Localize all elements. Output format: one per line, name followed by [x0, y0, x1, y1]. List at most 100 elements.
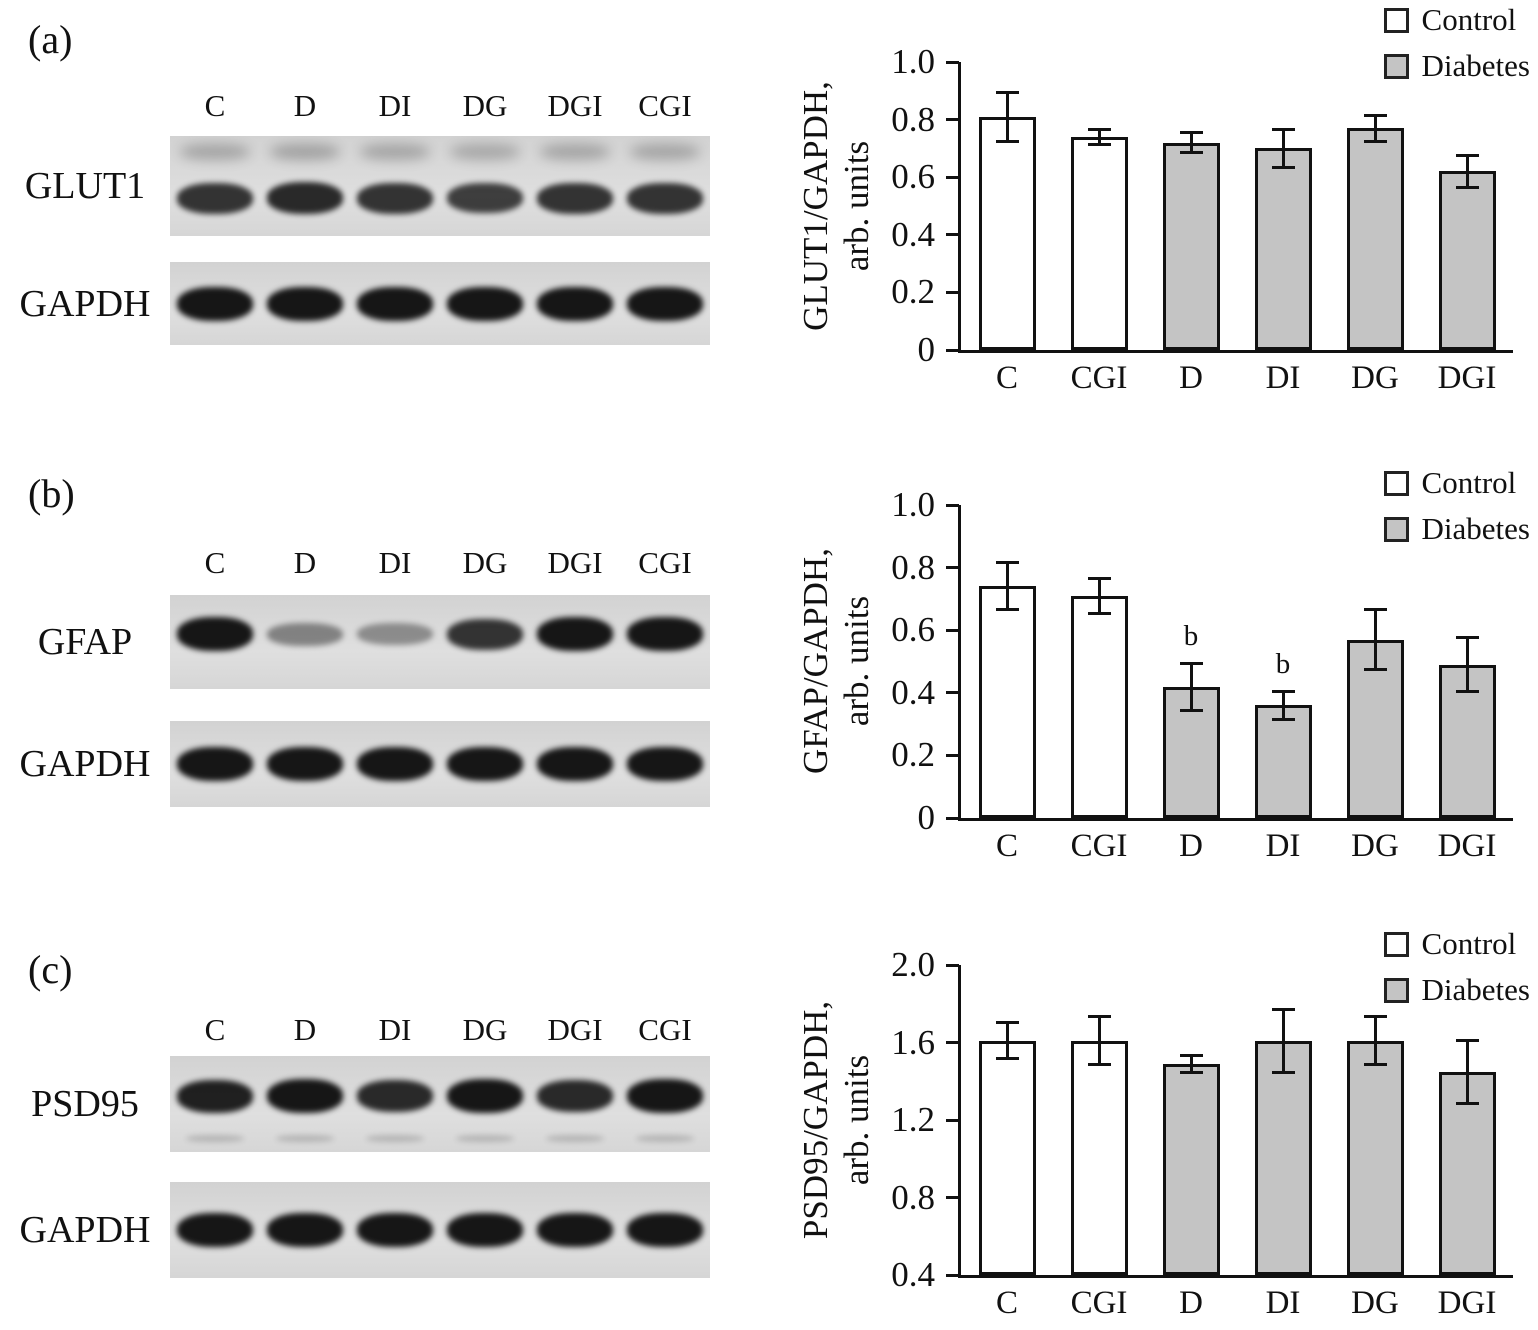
y-tick-label: 1.2 — [891, 1100, 935, 1139]
error-bar — [1087, 576, 1111, 615]
blot-band — [357, 1213, 433, 1247]
blot-row-glut1: GLUT1 — [0, 136, 710, 236]
blot-band — [537, 286, 613, 321]
western-blot-membrane-psd95 — [170, 1056, 710, 1152]
error-bar — [995, 561, 1019, 612]
blot-band — [267, 1213, 343, 1247]
legend-swatch-control-icon — [1383, 7, 1409, 33]
significance-annotation: b — [1183, 619, 1199, 652]
y-tick-label: 0.4 — [891, 1255, 935, 1294]
y-tick-label: 0.4 — [891, 672, 935, 712]
y-axis-label-line1: PSD95/GAPDH, — [796, 1000, 835, 1240]
blot-row-gapdh-b: GAPDH — [0, 721, 710, 807]
legend-swatch-control-icon — [1383, 470, 1409, 496]
bar-CGI — [1070, 1040, 1128, 1275]
y-tick-label: 0.8 — [891, 99, 935, 139]
error-bar — [1271, 1007, 1295, 1074]
lane-label: DG — [462, 1012, 508, 1047]
panel-a-tag: (a) — [28, 17, 73, 62]
lane-label: DGI — [547, 545, 603, 580]
error-bar — [1271, 128, 1295, 169]
y-tick-mark — [946, 628, 959, 632]
y-tick-mark — [946, 60, 959, 64]
blot-band — [537, 617, 613, 652]
blot-band — [357, 747, 433, 781]
blot-band — [267, 747, 343, 781]
x-tick-label: DGI — [1437, 828, 1497, 864]
bar-CGI — [1070, 136, 1128, 350]
panel-a-blots: (a) C D DI DG DGI CGI GLUT1 GAPDH — [0, 0, 748, 443]
chart-legend: Control Diabetes — [1383, 2, 1530, 84]
y-tick-label: 0.6 — [891, 157, 935, 197]
blot-band — [627, 1079, 703, 1114]
x-tick-label: DGI — [1437, 360, 1497, 396]
blot-band — [177, 1213, 253, 1247]
legend-item-diabetes: Diabetes — [1383, 48, 1530, 84]
blot-band-smear — [366, 1134, 424, 1142]
lane-label: D — [293, 1012, 317, 1047]
blot-band — [177, 747, 253, 781]
error-bar — [1455, 636, 1479, 694]
blot-band — [627, 1213, 703, 1247]
x-tick-label: C — [995, 828, 1018, 864]
error-bar — [1455, 154, 1479, 189]
lane-label: DI — [378, 545, 412, 580]
error-bar — [1363, 608, 1387, 671]
western-blot-membrane-gapdh-a — [170, 262, 710, 345]
bar-DI — [1254, 1040, 1312, 1275]
lane-label: DG — [462, 545, 508, 580]
error-bar — [995, 90, 1019, 143]
lane-label: CGI — [638, 545, 692, 580]
y-tick-label: 1.6 — [891, 1022, 935, 1062]
blot-band — [357, 623, 433, 646]
blot-label-psd95: PSD95 — [31, 1083, 139, 1125]
legend-item-control: Control — [1383, 2, 1530, 38]
lane-label: C — [204, 1012, 226, 1047]
y-tick-mark — [946, 816, 959, 820]
error-bar — [1179, 661, 1203, 712]
blot-label-gapdh-c: GAPDH — [19, 1209, 151, 1251]
legend-label-diabetes: Diabetes — [1421, 511, 1530, 546]
x-tick-label: C — [995, 1285, 1018, 1321]
error-bar — [995, 1021, 1019, 1060]
blot-band — [447, 183, 523, 213]
y-tick-label: 1.0 — [891, 485, 935, 524]
blot-row-gapdh-a: GAPDH — [0, 262, 710, 345]
chart-legend: Control Diabetes — [1383, 926, 1530, 1008]
x-tick-label: DG — [1351, 1285, 1399, 1321]
blot-band — [267, 286, 343, 321]
blot-band — [447, 747, 523, 781]
blot-band-smear — [456, 1134, 514, 1142]
y-tick-label: 0.8 — [891, 547, 935, 587]
blot-band — [357, 182, 433, 214]
lane-label: DGI — [547, 88, 603, 123]
error-bar — [1363, 113, 1387, 143]
y-tick-mark — [946, 118, 959, 122]
bar-DG — [1346, 1040, 1404, 1275]
x-tick-label: CGI — [1070, 828, 1128, 864]
bar-DI — [1254, 148, 1312, 350]
x-tick-label: C — [995, 360, 1018, 396]
blot-band — [267, 1079, 343, 1114]
western-blot-membrane-glut1 — [170, 136, 710, 236]
error-bar — [1455, 1038, 1479, 1105]
blot-band — [537, 182, 613, 214]
bar-D — [1162, 142, 1220, 350]
lane-label: C — [204, 88, 226, 123]
panel-b: (b) C D DI DG DGI CGI GFAP GAPDH Control Diab… — [0, 443, 1538, 886]
blot-row-psd95: PSD95 — [0, 1056, 710, 1152]
bar-DGI — [1438, 171, 1496, 350]
blot-band — [537, 747, 613, 781]
lane-label: CGI — [638, 1012, 692, 1047]
legend-swatch-control-icon — [1383, 931, 1409, 957]
x-tick-label: DG — [1351, 360, 1399, 396]
lane-labels: C D DI DG DGI CGI — [170, 545, 710, 581]
lane-label: D — [293, 545, 317, 580]
bar-C — [978, 586, 1036, 818]
y-axis-label-line1: GFAP/GAPDH, — [796, 548, 835, 774]
panel-b-tag: (b) — [28, 471, 75, 516]
x-tick-label: DI — [1265, 1285, 1301, 1321]
panel-b-blots: (b) C D DI DG DGI CGI GFAP GAPDH — [0, 443, 748, 886]
y-tick-mark — [946, 1041, 959, 1044]
